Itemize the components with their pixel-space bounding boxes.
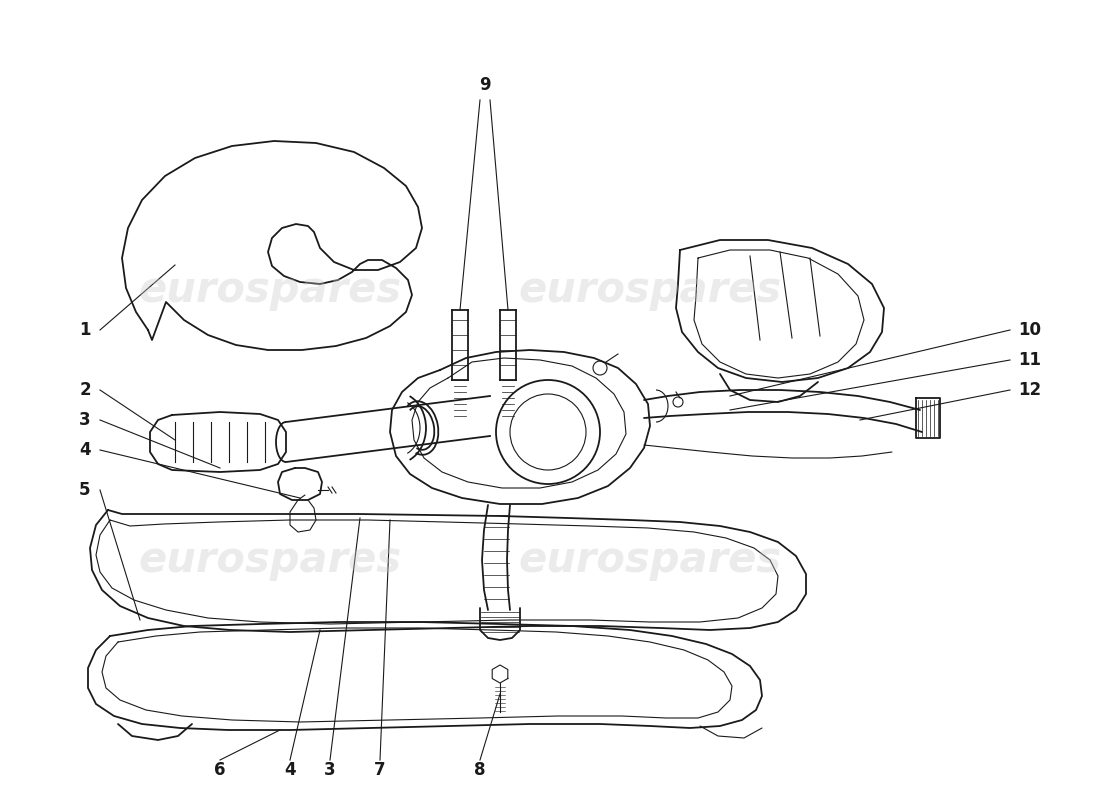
Text: 4: 4	[284, 761, 296, 779]
Text: 11: 11	[1019, 351, 1042, 369]
Text: 3: 3	[79, 411, 91, 429]
Text: eurospares: eurospares	[139, 539, 402, 581]
Text: 1: 1	[79, 321, 90, 339]
Text: 10: 10	[1019, 321, 1042, 339]
Text: 12: 12	[1019, 381, 1042, 399]
Text: eurospares: eurospares	[518, 269, 782, 311]
Text: 2: 2	[79, 381, 91, 399]
Text: 3: 3	[324, 761, 336, 779]
Text: eurospares: eurospares	[518, 539, 782, 581]
Text: 4: 4	[79, 441, 91, 459]
Text: 6: 6	[214, 761, 225, 779]
Text: 5: 5	[79, 481, 90, 499]
Text: 7: 7	[374, 761, 386, 779]
Text: 9: 9	[480, 76, 491, 94]
Text: 8: 8	[474, 761, 486, 779]
Text: eurospares: eurospares	[139, 269, 402, 311]
